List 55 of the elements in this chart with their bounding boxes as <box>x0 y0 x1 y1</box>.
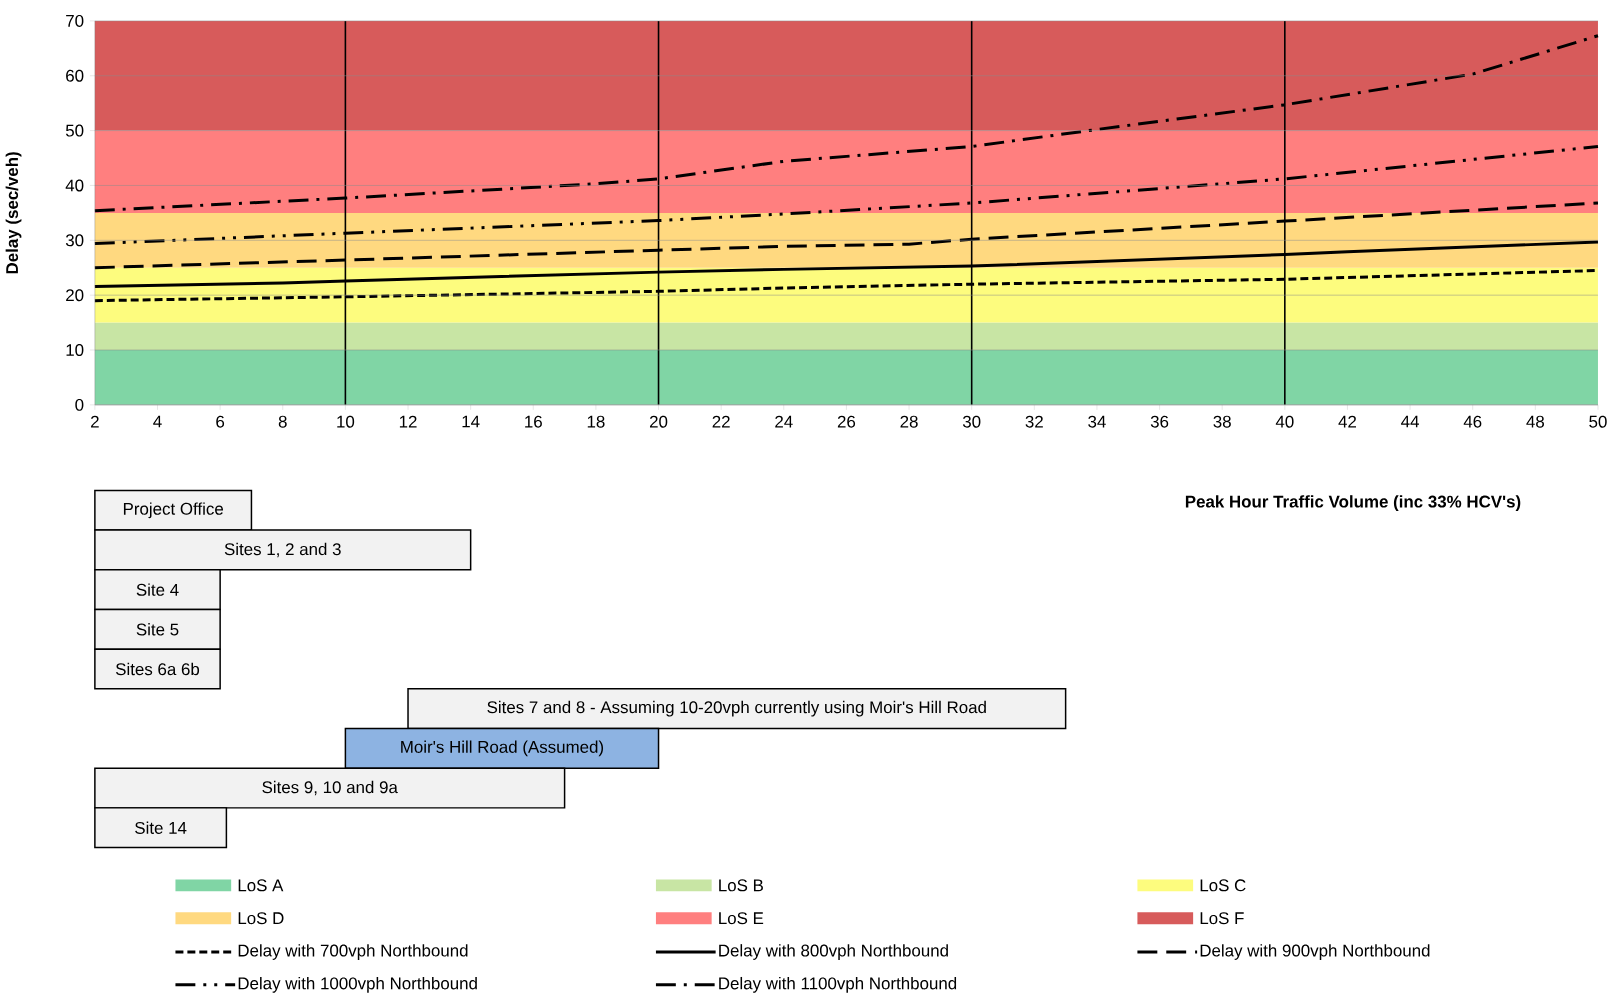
x-tick-label: 22 <box>712 415 730 428</box>
x-tick-label: 40 <box>1275 415 1294 428</box>
category-label: Site 5 <box>136 623 179 636</box>
x-tick-label: 20 <box>649 415 668 428</box>
category-label: Project Office <box>123 502 224 519</box>
x-tick-label: 4 <box>153 415 162 428</box>
x-tick-label: 30 <box>962 415 981 428</box>
legend-label: Delay with 900vph Northbound <box>1200 944 1430 960</box>
y-tick-label: 20 <box>66 289 84 302</box>
legend-label: LoS F <box>1200 912 1244 925</box>
y-axis-title: Delay (sec/veh) <box>5 152 22 274</box>
x-tick-label: 2 <box>91 415 99 428</box>
x-tick-label: 46 <box>1463 415 1482 428</box>
legend-label: Delay with 1000vph Northbound <box>238 977 477 993</box>
legend-label: LoS C <box>1200 879 1246 892</box>
x-tick-label: 32 <box>1025 415 1043 428</box>
legend-label: LoS D <box>238 912 284 925</box>
y-tick-label: 50 <box>65 124 84 137</box>
y-tick-label: 10 <box>66 344 84 357</box>
x-tick-label: 6 <box>216 415 225 428</box>
x-tick-label: 38 <box>1213 415 1231 428</box>
category-label: Sites 6a 6b <box>115 662 200 676</box>
legend-label: LoS A <box>238 879 284 892</box>
y-tick-label: 70 <box>66 15 84 27</box>
x-tick-label: 28 <box>900 415 918 428</box>
x-tick-label: 12 <box>399 415 417 428</box>
y-tick-label: 40 <box>65 179 84 192</box>
x-axis-title: Peak Hour Traffic Volume (inc 33% HCV's) <box>1185 495 1521 512</box>
x-tick-label: 42 <box>1338 415 1356 428</box>
legend-label: Delay with 700vph Northbound <box>238 944 468 960</box>
legend-label: Delay with 800vph Northbound <box>719 944 948 960</box>
category-label: Sites 1, 2 and 3 <box>224 542 341 558</box>
x-tick-label: 26 <box>837 415 856 428</box>
x-tick-label: 50 <box>1589 415 1607 428</box>
category-label: Sites 7 and 8 - Assuming 10-20vph currently using Moir's Hill Road <box>487 700 986 717</box>
x-tick-label: 16 <box>525 415 542 428</box>
category-label: Moir's Hill Road (Assumed) <box>401 740 604 757</box>
y-tick-label: 60 <box>66 69 84 82</box>
category-label: Sites 9, 10 and 9a <box>262 780 398 796</box>
x-tick-label: 34 <box>1088 415 1106 428</box>
y-tick-label: 30 <box>65 234 84 247</box>
legend-label: LoS B <box>719 879 763 892</box>
x-tick-label: 18 <box>587 415 605 428</box>
category-label: Site 4 <box>136 583 179 596</box>
x-tick-label: 24 <box>775 415 793 428</box>
x-tick-label: 10 <box>337 415 355 428</box>
x-tick-label: 48 <box>1526 415 1545 428</box>
x-tick-label: 8 <box>278 415 287 428</box>
y-tick-label: 0 <box>75 398 84 411</box>
legend-label: Delay with 1100vph Northbound <box>719 977 957 993</box>
x-tick-label: 44 <box>1401 415 1419 428</box>
x-tick-label: 36 <box>1150 415 1169 428</box>
legend-label: LoS E <box>719 912 764 925</box>
x-tick-label: 14 <box>462 415 480 428</box>
category-label: Site 14 <box>135 821 187 835</box>
